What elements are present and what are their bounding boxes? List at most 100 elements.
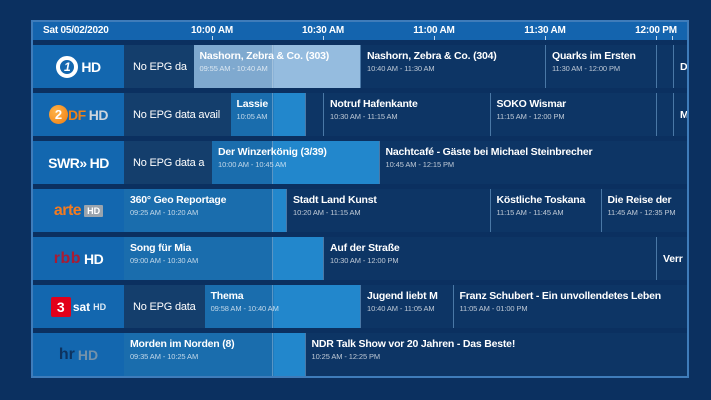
current-time-line bbox=[272, 45, 273, 88]
channel-cell-arte[interactable]: arte HD bbox=[33, 189, 124, 232]
3sat-letters: sat bbox=[72, 299, 91, 314]
time-label: 12:00 PM bbox=[635, 25, 677, 36]
program-time: 11:15 AM - 11:45 AM bbox=[496, 208, 564, 217]
zdf-ball-icon: 2 bbox=[49, 105, 69, 124]
current-time-line bbox=[272, 237, 273, 280]
program-block[interactable]: NDR Talk Show vor 20 Jahren - Das Beste!… bbox=[304, 333, 687, 376]
program-time: 11:05 AM - 01:00 PM bbox=[459, 304, 528, 313]
program-block[interactable]: Nashorn, Zebra & Co. (303) 09:55 AM - 10:… bbox=[193, 45, 360, 88]
zdf-logo: 2 DF HD bbox=[49, 105, 108, 124]
hr-logo: hr HD bbox=[59, 346, 98, 364]
program-block[interactable]: No EPG data a bbox=[124, 141, 212, 184]
rbb-logo: rbb HD bbox=[54, 250, 104, 268]
channel-cell-hr[interactable]: hr HD bbox=[33, 333, 124, 376]
program-block[interactable]: Franz Schubert - Ein unvollendetes Leben… bbox=[452, 285, 687, 328]
timeline-header: Sat 05/02/2020 10:00 AM 10:30 AM 11:00 AM 1… bbox=[33, 22, 687, 40]
program-block[interactable]: Köstliche Toskana 11:15 AM - 11:45 AM bbox=[489, 189, 601, 232]
program-block[interactable]: Verr bbox=[656, 237, 687, 280]
program-title: Song für Mia bbox=[129, 242, 192, 254]
program-time: 10:30 AM - 11:15 AM bbox=[330, 112, 398, 121]
hd-badge: HD bbox=[84, 250, 104, 267]
channel-cell-rbb[interactable]: rbb HD bbox=[33, 237, 124, 280]
program-title: Quarks im Ersten bbox=[552, 50, 636, 62]
swr-letters: SWR» bbox=[48, 154, 87, 171]
program-block[interactable]: SOKO Wismar 11:15 AM - 12:00 PM bbox=[489, 93, 656, 136]
time-tick bbox=[671, 36, 673, 40]
program-block[interactable]: D bbox=[673, 45, 687, 88]
channel-cell-zdf[interactable]: 2 DF HD bbox=[33, 93, 124, 136]
program-gap-block[interactable] bbox=[656, 45, 674, 88]
program-block[interactable]: Stadt Land Kunst 10:20 AM - 11:15 AM bbox=[286, 189, 490, 232]
program-area: No EPG data a Der Winzerkönig (3/39) 10:00… bbox=[124, 141, 687, 184]
channel-row: rbb HD Song für Mia 09:00 AM - 10:30 AM Auf … bbox=[33, 237, 687, 280]
hd-badge: HD bbox=[84, 204, 104, 217]
program-block[interactable]: Nachtcafé - Gäste bei Michael Steinbrech… bbox=[378, 141, 687, 184]
channel-row: 1 HD No EPG da Nashorn, Zebra & Co. (303) 09… bbox=[33, 45, 687, 88]
channel-cell-daserste[interactable]: 1 HD bbox=[33, 45, 124, 88]
epg-grid: 1 HD No EPG da Nashorn, Zebra & Co. (303) 09… bbox=[33, 40, 687, 376]
hr-letters: hr bbox=[58, 345, 75, 363]
time-tick bbox=[212, 36, 213, 40]
channel-cell-3sat[interactable]: 3 sat HD bbox=[33, 285, 124, 328]
program-block[interactable]: Die Reise der 11:45 AM - 12:35 PM bbox=[600, 189, 687, 232]
program-gap-block[interactable] bbox=[304, 93, 323, 136]
time-label: 10:00 AM bbox=[191, 25, 233, 36]
program-block[interactable]: Morden im Norden (8) 09:35 AM - 10:25 AM bbox=[124, 333, 305, 376]
program-block[interactable]: M bbox=[673, 93, 687, 136]
hd-badge: HD bbox=[77, 346, 99, 363]
program-title: Nachtcafé - Gäste bei Michael Steinbrech… bbox=[385, 146, 593, 158]
program-title: Jugend liebt M bbox=[367, 290, 438, 302]
time-tick bbox=[434, 36, 435, 40]
program-title: SOKO Wismar bbox=[496, 98, 567, 110]
channel-row: arte HD 360° Geo Reportage 09:25 AM - 10:20… bbox=[33, 189, 687, 232]
guide-date-label: Sat 05/02/2020 bbox=[43, 25, 109, 36]
swr-logo: SWR» HD bbox=[48, 155, 109, 171]
program-title: NDR Talk Show vor 20 Jahren - Das Beste! bbox=[311, 338, 516, 350]
program-block[interactable]: Notruf Hafenkante 10:30 AM - 11:15 AM bbox=[323, 93, 490, 136]
program-title: Köstliche Toskana bbox=[496, 194, 586, 206]
program-gap-block[interactable] bbox=[656, 93, 674, 136]
program-time: 09:00 AM - 10:30 AM bbox=[129, 256, 199, 265]
current-time-line bbox=[272, 93, 273, 136]
channel-row: hr HD Morden im Norden (8) 09:35 AM - 10:25… bbox=[33, 333, 687, 376]
program-title: M bbox=[680, 109, 687, 121]
program-title: Stadt Land Kunst bbox=[293, 194, 377, 206]
program-block[interactable]: No EPG data avail bbox=[124, 93, 231, 136]
program-block[interactable]: No EPG da bbox=[124, 45, 194, 88]
time-label: 10:30 AM bbox=[302, 25, 344, 36]
program-title: Nashorn, Zebra & Co. (303) bbox=[199, 50, 330, 62]
program-time: 11:15 AM - 12:00 PM bbox=[496, 112, 565, 121]
time-tick bbox=[323, 36, 324, 40]
rbb-letters: rbb bbox=[53, 249, 82, 267]
program-area: No EPG da Nashorn, Zebra & Co. (303) 09:55… bbox=[124, 45, 687, 88]
program-area: Song für Mia 09:00 AM - 10:30 AM Auf der S… bbox=[124, 237, 687, 280]
channel-cell-swr[interactable]: SWR» HD bbox=[33, 141, 124, 184]
program-title: Die Reise der bbox=[607, 194, 672, 206]
program-time: 10:05 AM bbox=[236, 112, 268, 121]
program-block[interactable]: Quarks im Ersten 11:30 AM - 12:00 PM bbox=[545, 45, 656, 88]
program-block[interactable]: Nashorn, Zebra & Co. (304) 10:40 AM - 11:… bbox=[360, 45, 545, 88]
program-block[interactable]: Auf der Straße 10:30 AM - 12:00 PM bbox=[323, 237, 656, 280]
program-block[interactable]: Song für Mia 09:00 AM - 10:30 AM bbox=[124, 237, 323, 280]
program-time: 09:35 AM - 10:25 AM bbox=[129, 352, 199, 361]
program-title: Nashorn, Zebra & Co. (304) bbox=[367, 50, 497, 62]
program-block[interactable]: Der Winzerkönig (3/39) 10:00 AM - 10:45 A… bbox=[212, 141, 379, 184]
program-title: Der Winzerkönig (3/39) bbox=[218, 146, 327, 158]
program-time: 11:30 AM - 12:00 PM bbox=[552, 64, 620, 73]
current-time-line bbox=[272, 285, 273, 328]
time-label: 11:00 AM bbox=[413, 25, 455, 36]
program-title: Notruf Hafenkante bbox=[330, 98, 418, 110]
time-label: 11:30 AM bbox=[524, 25, 566, 36]
program-time: 09:55 AM - 10:40 AM bbox=[199, 64, 268, 73]
daserste-logo: 1 HD bbox=[56, 55, 101, 78]
program-block[interactable]: Thema 09:58 AM - 10:40 AM bbox=[204, 285, 360, 328]
program-block[interactable]: 360° Geo Reportage 09:25 AM - 10:20 AM bbox=[124, 189, 286, 232]
program-block[interactable]: Lassie 10:05 AM bbox=[230, 93, 305, 136]
program-block[interactable]: No EPG data bbox=[124, 285, 205, 328]
program-title: No EPG data bbox=[132, 300, 196, 313]
program-title: 360° Geo Reportage bbox=[129, 194, 227, 206]
hd-badge: HD bbox=[81, 58, 101, 75]
channel-row: 3 sat HD No EPG data Thema 09:58 AM - 10:40 A… bbox=[33, 285, 687, 328]
program-block[interactable]: Jugend liebt M 10:40 AM - 11:05 AM bbox=[360, 285, 453, 328]
program-time: 10:30 AM - 12:00 PM bbox=[330, 256, 399, 265]
